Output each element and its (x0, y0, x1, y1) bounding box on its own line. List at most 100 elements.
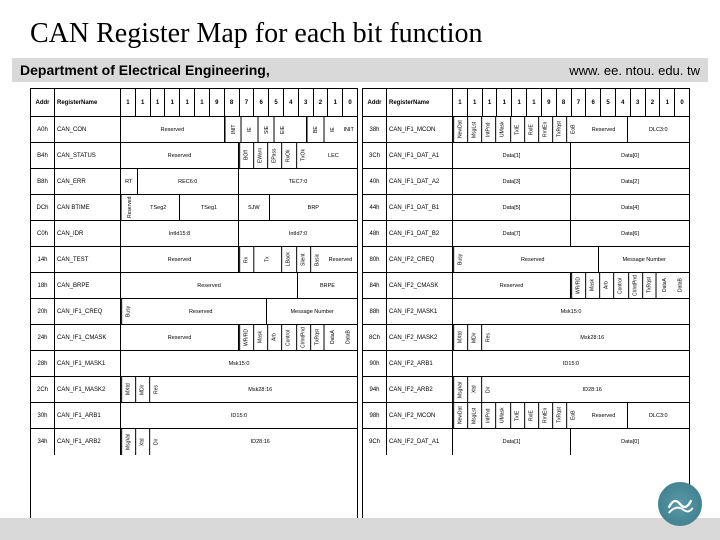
bit-header: 0 (343, 89, 357, 116)
bitfield-segment: TSeg2 (138, 195, 180, 220)
bitfield-segment: Mask (585, 273, 599, 298)
bitfield-segment: MDir (135, 377, 149, 402)
register-row: 3ChCAN_IF1_DAT_A1Data[1]Data[0] (363, 143, 689, 169)
bitfield-segment: Msk15:0 (453, 299, 689, 324)
bitfield-segment: ID28:16 (163, 429, 357, 455)
bitfield-segment: ID15:0 (121, 403, 357, 428)
register-row: 44hCAN_IF1_DAT_B1Data[5]Data[4] (363, 195, 689, 221)
bitfield-segment: SJW (239, 195, 270, 220)
bitfield-segment: IntId15:8 (121, 221, 239, 246)
bitfield-segment: BRPE (298, 273, 357, 298)
addr-cell: 3Ch (363, 143, 387, 168)
bitfield-container: RTREC6:0TEC7:0 (121, 169, 357, 194)
bitfield-segment: LEC (310, 143, 357, 168)
bitfield-segment: Res (149, 377, 163, 402)
addr-cell: 40h (363, 169, 387, 194)
bitfield-segment: EIE (274, 117, 291, 142)
bit-header: 7 (572, 89, 587, 116)
bitfield-segment: Reserved (121, 325, 239, 350)
register-row: 48hCAN_IF1_DAT_B2Data[7]Data[6] (363, 221, 689, 247)
bitfield-segment: TxRqst (642, 273, 656, 298)
bitfield-segment: TxOk (296, 143, 310, 168)
regname-cell: CAN_IF2_DAT_A1 (387, 429, 453, 455)
bitfield-container: ReservedWR/RDMaskArbControlClrIntPndTxRq… (121, 325, 357, 350)
bitfield-segment: IE (324, 117, 341, 142)
bitfield-segment: Data[0] (571, 143, 689, 168)
addr-cell: 84h (363, 273, 387, 298)
regname-cell: CAN_IF1_ARB1 (55, 403, 121, 428)
bit-header: 2 (314, 89, 329, 116)
bitfield-segment: TxRqst (552, 117, 566, 142)
register-row: B8hCAN_ERRRTREC6:0TEC7:0 (31, 169, 357, 195)
register-row: 28hCAN_IF1_MASK1Msk15:0 (31, 351, 357, 377)
addr-cell: 24h (31, 325, 55, 350)
bitfield-segment: IE (241, 117, 258, 142)
header-row: AddrRegisterName1111119876543210 (363, 89, 689, 117)
bitfield-segment: DataA (656, 273, 673, 298)
addr-cell: C0h (31, 221, 55, 246)
bitfield-segment: TxRqst (310, 325, 324, 350)
addr-cell: 9Ch (363, 429, 387, 455)
bitfield-segment: Busy (453, 247, 467, 272)
bitfield-container: MsgValXtdDirID28:16 (121, 429, 357, 455)
addr-cell: 48h (363, 221, 387, 246)
bitfield-container: ReservedINITIESIEEIEBEIEINIT (121, 117, 357, 142)
register-row: 88hCAN_IF2_MASK1Msk15:0 (363, 299, 689, 325)
bitfield-segment: RxIE (524, 117, 538, 142)
bitfield-segment: ClrIntPnd (296, 325, 310, 350)
regname-cell: CAN_ERR (55, 169, 121, 194)
regname-cell: CAN_TEST (55, 247, 121, 272)
bitfield-segment: TxRqst (552, 403, 566, 428)
register-row: 84hCAN_IF2_CMASKReservedWR/RDMaskArbCont… (363, 273, 689, 299)
bitfield-segment: INIT (340, 117, 357, 142)
bitfield-container: Data[5]Data[4] (453, 195, 689, 220)
logo-icon (658, 482, 702, 526)
bitfield-segment: Control (613, 273, 627, 298)
regname-cell: CAN_IF2_CMASK (387, 273, 453, 298)
bitfield-container: NewDatMsgLstIntPndUMaskTxIERxIERmtEnTxRq… (453, 117, 689, 142)
bitfield-segment: Data[3] (453, 169, 571, 194)
bitfield-segment: Data[0] (571, 429, 689, 455)
bitfield-segment: MsgLst (467, 117, 481, 142)
bitfield-segment: Data[4] (571, 195, 689, 220)
addr-cell: 88h (363, 299, 387, 324)
register-row: 18hCAN_BRPEReservedBRPE (31, 273, 357, 299)
bitfield-segment: RmtEn (538, 117, 552, 142)
bit-header: 3 (631, 89, 646, 116)
regname-cell: CAN_IF1_DAT_A2 (387, 169, 453, 194)
bitfield-segment: Control (281, 325, 295, 350)
regname-cell: CAN_IF1_CREQ (55, 299, 121, 324)
register-row: DChCAN BTIMEReservedTSeg2TSeg1SJWBRP (31, 195, 357, 221)
bit-header: 1 (165, 89, 180, 116)
bitfield-segment: LBack (281, 247, 295, 272)
bitfield-container: BusyReservedMessage Number (453, 247, 689, 272)
bit-header: 3 (299, 89, 314, 116)
register-row: B4hCAN_STATUSReservedBOffEWarnEPassRxOkT… (31, 143, 357, 169)
bit-header: 1 (328, 89, 343, 116)
bit-header: 8 (557, 89, 572, 116)
bitfield-segment: Dir (149, 429, 163, 455)
bitfield-container: Data[1]Data[0] (453, 429, 689, 455)
register-row: 24hCAN_IF1_CMASKReservedWR/RDMaskArbCont… (31, 325, 357, 351)
bitfield-segment: ID28:16 (495, 377, 689, 402)
bitfield-container: ReservedTSeg2TSeg1SJWBRP (121, 195, 357, 220)
regname-cell: CAN_IF1_ARB2 (55, 429, 121, 455)
register-row: C0hCAN_IDRIntId15:8IntId7:0 (31, 221, 357, 247)
addr-cell: 38h (363, 117, 387, 142)
bitfield-segment: UMask (495, 403, 509, 428)
bitfield-container: MXtdMDirResMsk28:16 (121, 377, 357, 402)
register-row: 8ChCAN_IF2_MASK2MXtdMDirResMsk28:16 (363, 325, 689, 351)
page-title: CAN Register Map for each bit function (0, 0, 720, 50)
bitfield-segment: RxIE (524, 403, 538, 428)
bitfield-segment: Data[1] (453, 143, 571, 168)
bit-header: 1 (527, 89, 542, 116)
bitfield-segment: ClrIntPnd (628, 273, 642, 298)
regname-cell: CAN_IF2_MCON (387, 403, 453, 428)
bitfield-segment: UMask (495, 117, 509, 142)
bitfield-container: Data[7]Data[6] (453, 221, 689, 246)
addr-cell: 44h (363, 195, 387, 220)
regname-cell: CAN_IF1_MASK2 (55, 377, 121, 402)
bitfield-segment: Reserved (324, 247, 357, 272)
regname-cell: CAN_IF1_CMASK (55, 325, 121, 350)
header-addr: Addr (363, 89, 387, 116)
